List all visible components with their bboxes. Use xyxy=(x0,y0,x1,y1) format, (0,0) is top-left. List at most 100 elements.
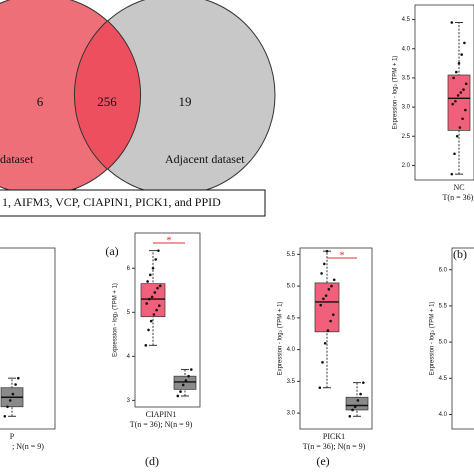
y-axis-label: Expression - log₂ (TPM + 1) xyxy=(278,302,284,376)
panel-label: (e) xyxy=(316,454,329,468)
point xyxy=(156,286,159,290)
point xyxy=(321,361,324,364)
point xyxy=(464,108,467,112)
point xyxy=(456,94,460,97)
point xyxy=(362,381,365,384)
point xyxy=(325,249,329,253)
note-box xyxy=(0,189,266,217)
point xyxy=(184,379,188,382)
point xyxy=(3,414,7,418)
point xyxy=(187,374,190,378)
point xyxy=(322,297,325,301)
n-label: T(n = 36); xyxy=(443,193,474,202)
box xyxy=(140,283,166,318)
point xyxy=(326,329,330,332)
point xyxy=(452,76,455,80)
point xyxy=(330,284,333,288)
y-tick-label: 3 xyxy=(127,398,131,404)
y-tick-label: 4.0 xyxy=(287,347,296,353)
set-label: Adjacent dataset xyxy=(165,152,245,166)
point xyxy=(461,117,464,121)
y-tick-label: 2.5 xyxy=(402,134,411,140)
set-overlap xyxy=(74,20,141,170)
point xyxy=(348,414,352,418)
point xyxy=(153,291,157,294)
point xyxy=(329,319,332,323)
point xyxy=(323,341,327,345)
point xyxy=(181,383,185,387)
n-label: T(n = 36); N(n = 9) xyxy=(303,442,366,451)
point xyxy=(451,102,455,106)
y-tick-label: 4.0 xyxy=(439,412,448,418)
x-label: PICK1 xyxy=(323,432,345,441)
plot-frame xyxy=(299,247,373,430)
note: 1, AIFM3, VCP, CIAPIN1, PICK1, and PPID xyxy=(2,195,221,209)
y-axis-label: Expression - log₂ (TPM + 1) xyxy=(393,56,399,130)
point xyxy=(17,376,20,380)
y-tick-label: 5.5 xyxy=(439,303,448,309)
y-tick-label: 2.0 xyxy=(402,163,411,169)
point xyxy=(157,249,160,252)
point xyxy=(151,266,155,270)
y-tick-label: 3.0 xyxy=(287,411,296,417)
y-tick-label: 3.0 xyxy=(402,105,411,111)
y-tick-label: 4 xyxy=(127,354,131,360)
point xyxy=(359,392,362,396)
y-tick-label: 4.5 xyxy=(287,315,296,321)
y-tick-label: 4.5 xyxy=(439,376,448,382)
point xyxy=(318,386,322,390)
point xyxy=(455,134,459,138)
point xyxy=(179,390,182,393)
point xyxy=(14,383,17,386)
point xyxy=(324,294,328,297)
box xyxy=(314,282,340,333)
point xyxy=(332,278,336,282)
point xyxy=(150,295,154,299)
y-tick-label: 5.0 xyxy=(287,284,296,290)
box xyxy=(173,375,197,390)
point xyxy=(454,99,457,103)
point xyxy=(147,328,150,332)
point xyxy=(154,258,157,261)
panel-label: (d) xyxy=(145,454,159,468)
point xyxy=(158,304,161,307)
point xyxy=(462,88,465,91)
y-tick-label: 4.0 xyxy=(402,46,411,52)
point xyxy=(152,313,156,316)
n-label: T(n = 36); N(n = 9) xyxy=(130,420,193,429)
plot-frame xyxy=(0,247,56,430)
point xyxy=(463,41,466,45)
plot-frame xyxy=(414,4,474,181)
point xyxy=(149,273,152,277)
count-label: 256 xyxy=(97,94,117,109)
y-tick-label: 4.5 xyxy=(402,17,411,23)
x-label: P xyxy=(10,432,15,441)
point xyxy=(11,392,15,396)
point xyxy=(149,319,153,323)
point xyxy=(458,126,462,129)
y-axis-label: Expression - log₂ (TPM + 1) xyxy=(430,302,436,376)
y-tick-label: 6 xyxy=(127,266,131,272)
point xyxy=(351,408,354,412)
y-tick-label: 6.0 xyxy=(439,267,448,273)
point xyxy=(176,394,180,398)
point xyxy=(459,91,463,94)
point xyxy=(148,297,151,301)
point xyxy=(190,368,193,371)
y-tick-label: 3.5 xyxy=(402,75,411,81)
x-label: CIAPIN1 xyxy=(146,410,177,419)
y-tick-label: 5.5 xyxy=(287,252,296,258)
point xyxy=(320,272,323,275)
point xyxy=(356,399,360,402)
significance: * xyxy=(166,235,172,247)
point xyxy=(332,313,335,316)
point xyxy=(6,405,9,409)
point xyxy=(155,308,158,312)
count-label: 6 xyxy=(37,94,44,109)
box xyxy=(345,396,369,411)
panel-label: (b) xyxy=(453,247,467,261)
point xyxy=(455,70,458,74)
plot-frame xyxy=(451,247,474,430)
x-label: NC xyxy=(453,183,464,192)
y-tick-label: 5.0 xyxy=(439,340,448,346)
